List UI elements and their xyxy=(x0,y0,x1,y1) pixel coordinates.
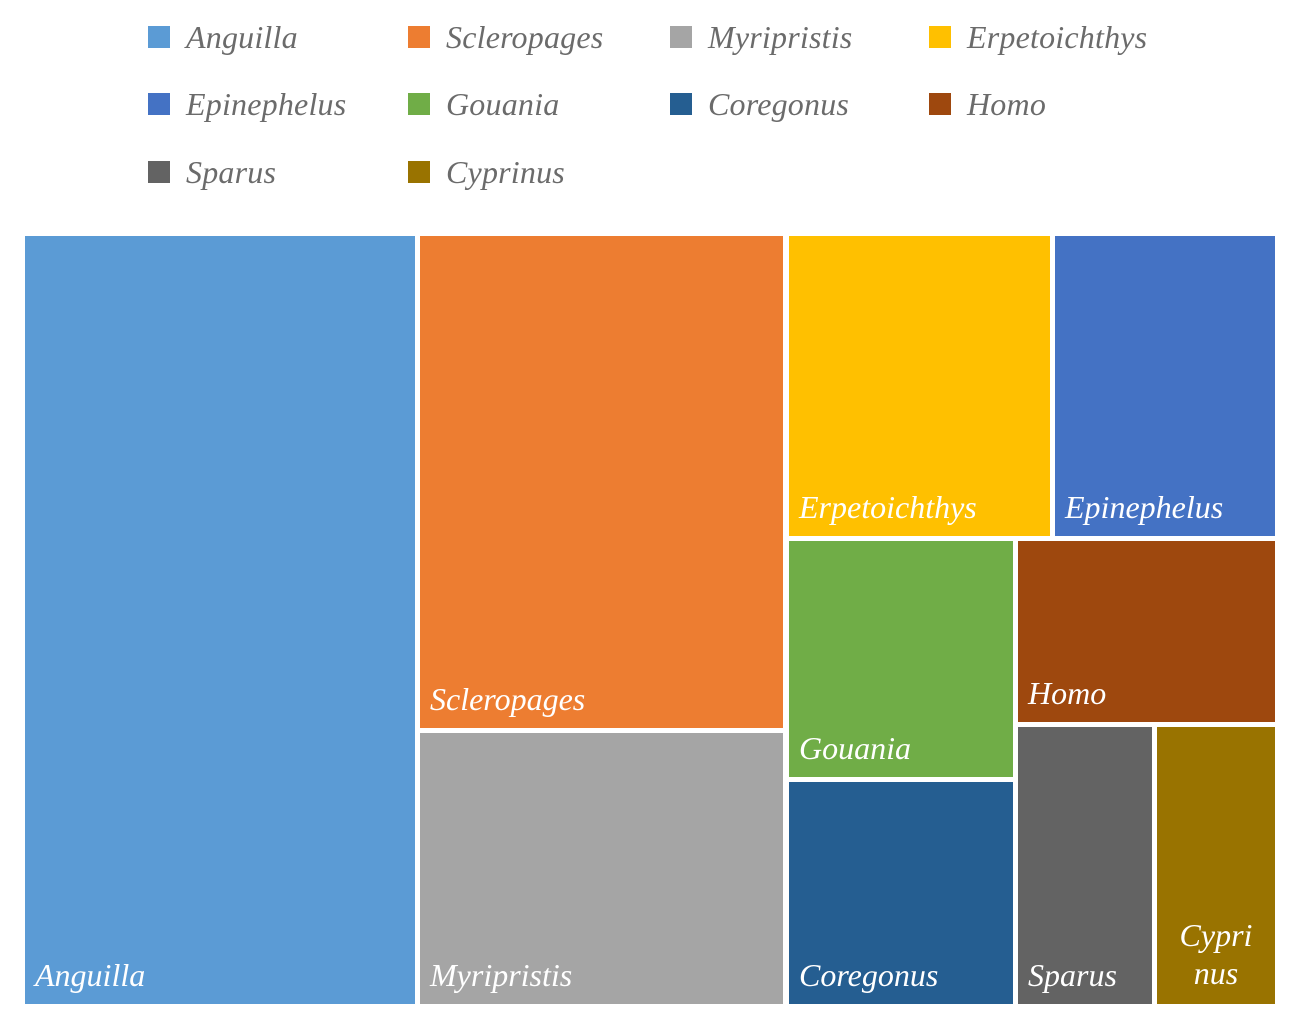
treemap-tile-label: Homo xyxy=(1028,675,1107,711)
treemap-tile-gouania: Gouania xyxy=(789,541,1013,777)
treemap-tile-cyprinus: Cypri nus xyxy=(1157,727,1275,1004)
treemap-tile-label: Anguilla xyxy=(35,957,146,993)
legend-label: Erpetoichthys xyxy=(967,18,1148,55)
legend-swatch xyxy=(148,93,170,115)
legend-swatch xyxy=(408,93,430,115)
treemap-tile-epinephelus: Epinephelus xyxy=(1055,236,1275,536)
legend-swatch xyxy=(929,26,951,48)
legend-label: Gouania xyxy=(446,85,560,122)
legend-swatch xyxy=(408,26,430,48)
legend-label: Homo xyxy=(967,85,1047,122)
treemap-tile-label: Gouania xyxy=(799,730,911,766)
treemap-tile-label: Cypri nus xyxy=(1179,917,1253,991)
treemap-tile-label: Scleropages xyxy=(430,681,586,717)
treemap-tile-scleropages: Scleropages xyxy=(420,236,783,728)
legend-swatch xyxy=(148,26,170,48)
legend-item-epinephelus: Epinephelus xyxy=(148,84,346,124)
treemap-tile-myripristis: Myripristis xyxy=(420,733,783,1004)
treemap-tile-erpetoichthys: Erpetoichthys xyxy=(789,236,1050,536)
legend-swatch xyxy=(670,26,692,48)
treemap-tile-label: Coregonus xyxy=(799,957,939,993)
treemap-tile-label: Sparus xyxy=(1028,957,1117,993)
treemap-tile-coregonus: Coregonus xyxy=(789,782,1013,1004)
legend-item-cyprinus: Cyprinus xyxy=(408,152,565,192)
legend-label: Myripristis xyxy=(708,18,853,55)
legend-item-homo: Homo xyxy=(929,84,1046,124)
treemap-tile-label: Myripristis xyxy=(430,957,573,993)
treemap-tile-homo: Homo xyxy=(1018,541,1275,722)
legend-item-scleropages: Scleropages xyxy=(408,17,603,57)
legend-label: Sparus xyxy=(186,153,277,190)
legend-item-sparus: Sparus xyxy=(148,152,276,192)
legend-label: Cyprinus xyxy=(446,153,565,190)
chart-legend: Anguilla Scleropages Myripristis Erpetoicht… xyxy=(0,0,1290,210)
treemap-tile-anguilla: Anguilla xyxy=(25,236,415,1004)
legend-item-anguilla: Anguilla xyxy=(148,17,298,57)
legend-label: Coregonus xyxy=(708,85,850,122)
legend-swatch xyxy=(929,93,951,115)
legend-item-coregonus: Coregonus xyxy=(670,84,849,124)
legend-swatch xyxy=(148,161,170,183)
legend-label: Anguilla xyxy=(186,18,298,55)
legend-swatch xyxy=(408,161,430,183)
legend-label: Scleropages xyxy=(446,18,604,55)
legend-item-erpetoichthys: Erpetoichthys xyxy=(929,17,1147,57)
treemap-tile-label: Epinephelus xyxy=(1065,489,1224,525)
treemap-tile-label: Erpetoichthys xyxy=(799,489,977,525)
legend-label: Epinephelus xyxy=(186,85,347,122)
legend-swatch xyxy=(670,93,692,115)
legend-item-gouania: Gouania xyxy=(408,84,559,124)
legend-item-myripristis: Myripristis xyxy=(670,17,852,57)
treemap-tile-sparus: Sparus xyxy=(1018,727,1152,1004)
